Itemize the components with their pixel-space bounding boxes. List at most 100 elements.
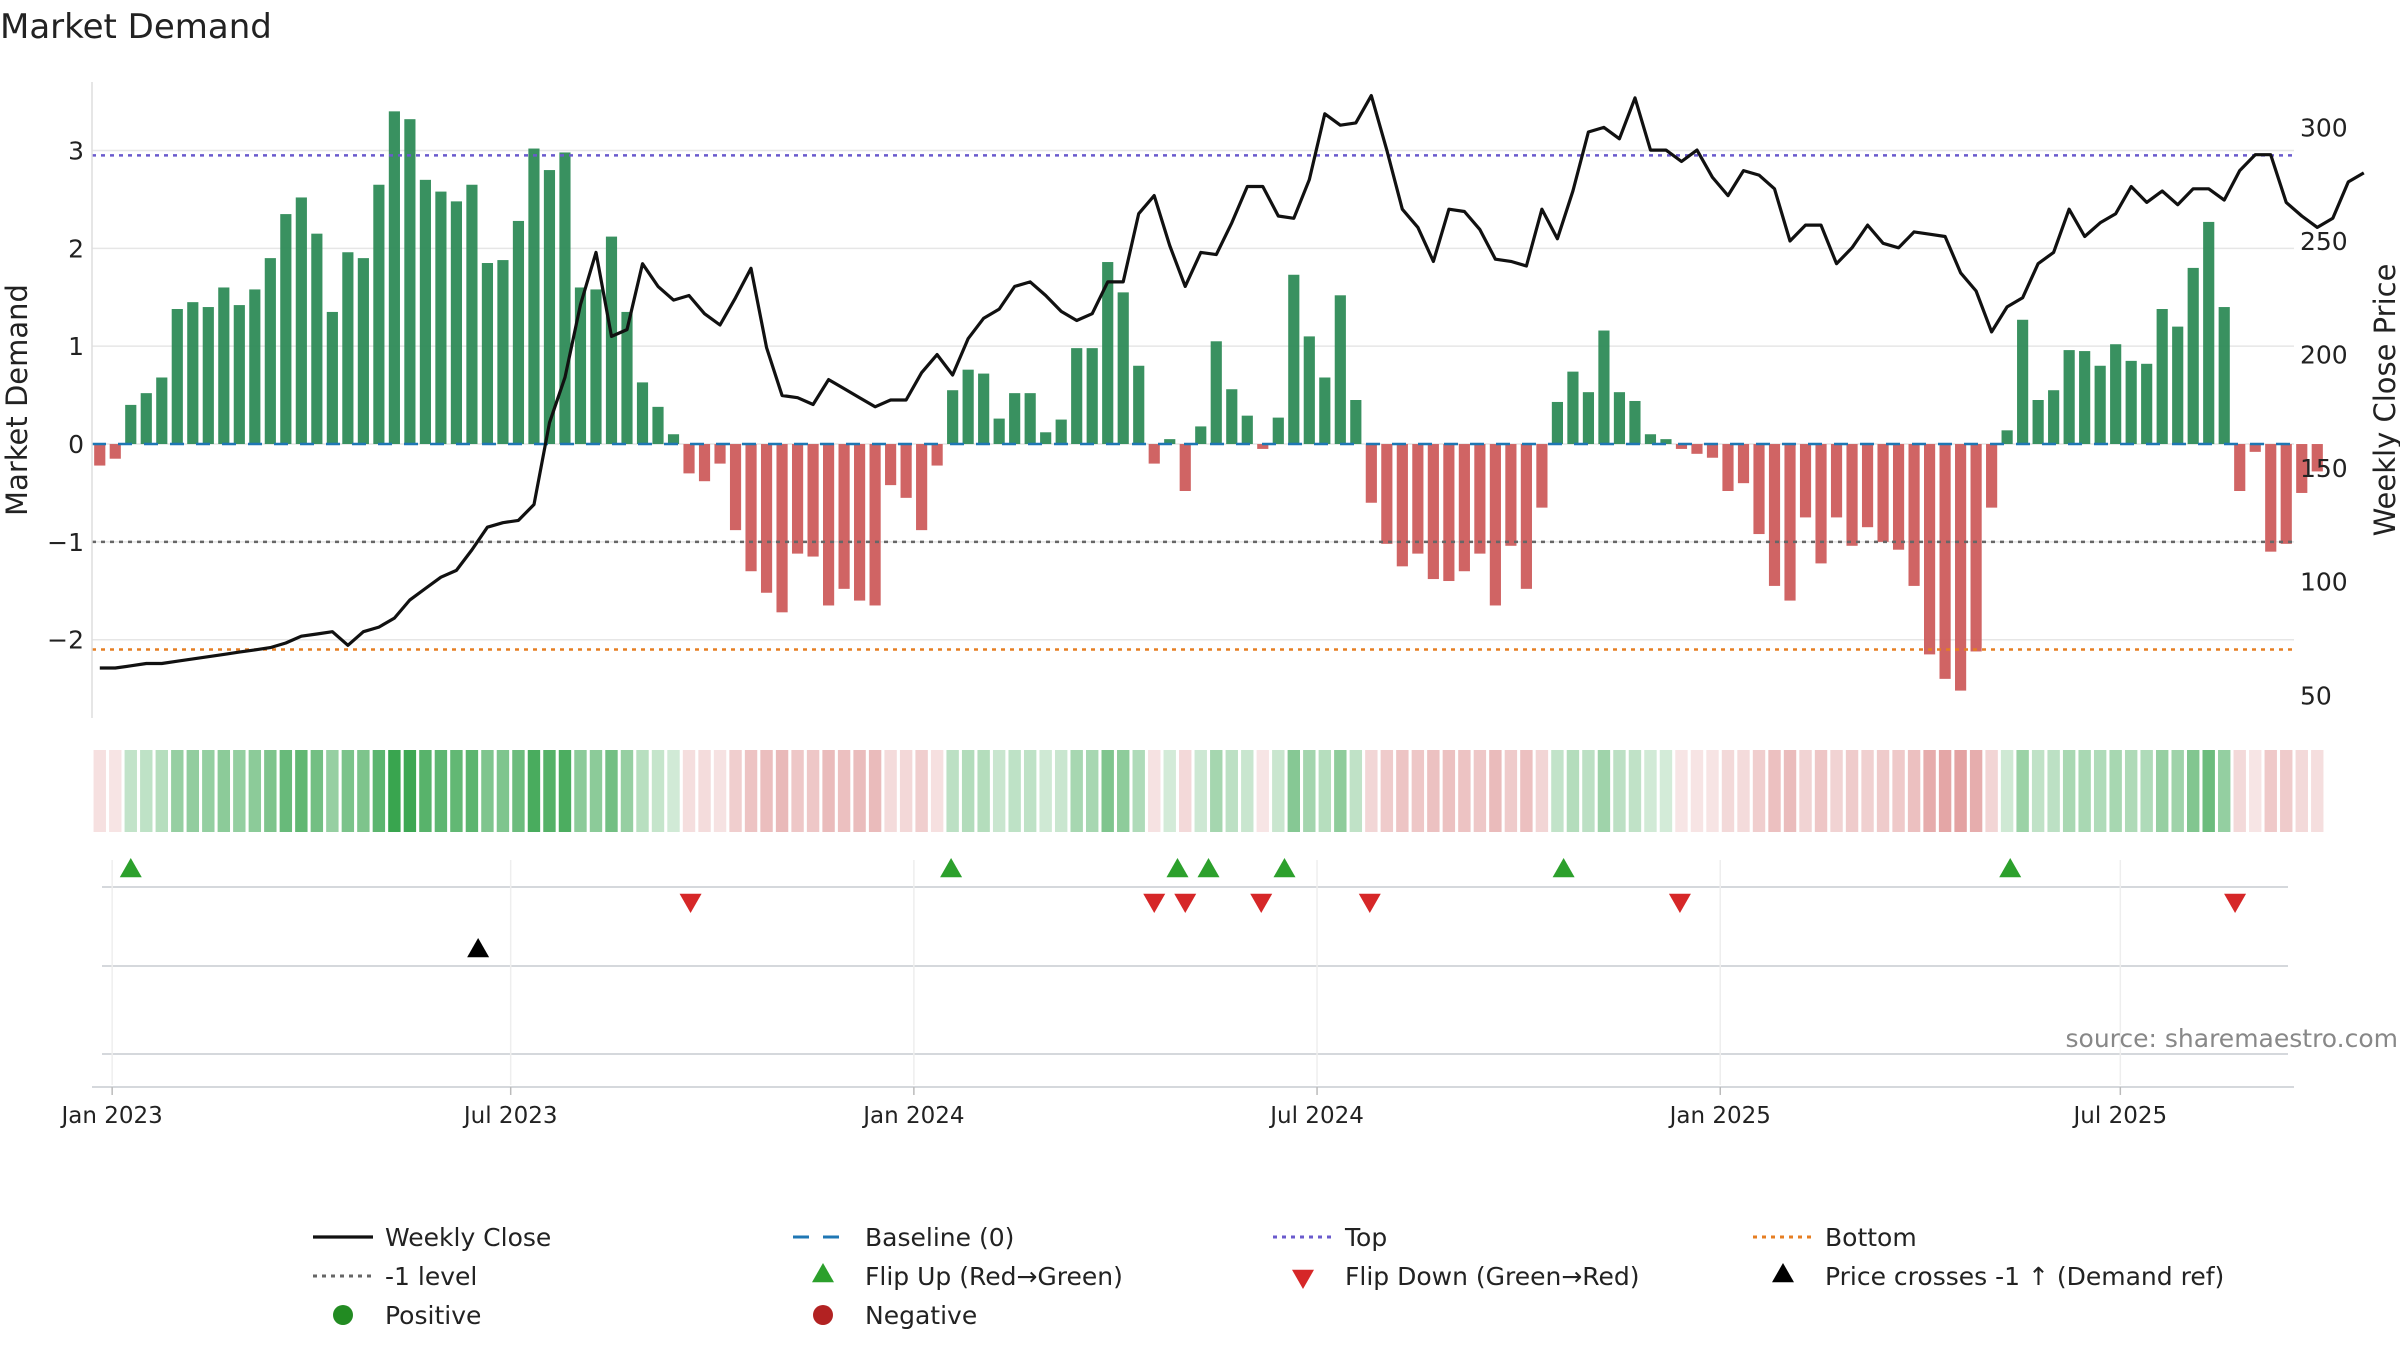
- demand-bar: [202, 307, 214, 445]
- x-tick-label: Jan 2023: [60, 1103, 163, 1129]
- heat-cell: [574, 750, 587, 832]
- demand-bar: [1660, 439, 1672, 445]
- demand-bar: [218, 287, 230, 445]
- heat-cell: [403, 750, 417, 832]
- demand-bar: [1071, 348, 1083, 445]
- chart-title: Market Demand: [0, 7, 272, 47]
- demand-bar: [2156, 309, 2168, 445]
- demand-bar: [125, 404, 137, 445]
- heat-cell: [388, 750, 401, 832]
- demand-bar: [140, 393, 152, 445]
- demand-bar: [1613, 392, 1626, 445]
- legend-item: -1 level: [313, 1262, 477, 1291]
- demand-bar: [1722, 444, 1734, 491]
- demand-bar: [1148, 444, 1160, 464]
- demand-bar: [2172, 326, 2184, 445]
- heat-cell: [1597, 750, 1611, 832]
- heat-cell: [651, 750, 665, 832]
- flip-down-marker: [1174, 893, 1197, 913]
- heat-cell: [2031, 750, 2045, 832]
- heat-cell: [1132, 750, 1145, 832]
- demand-bar: [1350, 400, 1362, 445]
- heat-cell: [450, 750, 463, 832]
- heat-cell: [2016, 750, 2029, 832]
- y-tick-label: −2: [47, 626, 84, 655]
- x-tick-label: Jan 2025: [1668, 1103, 1771, 1129]
- demand-bar: [667, 434, 680, 445]
- legend-swatch-flip-up: [812, 1263, 834, 1283]
- heat-cell: [2249, 750, 2262, 832]
- heat-cell: [1380, 750, 1394, 832]
- legend-item: Flip Down (Green→Red): [1292, 1262, 1640, 1291]
- heat-cell: [1225, 750, 1238, 832]
- heat-cell: [248, 750, 262, 832]
- demand-bar: [249, 289, 261, 445]
- heat-cell: [1830, 750, 1843, 832]
- heat-cell: [1054, 750, 1068, 832]
- heat-cell: [2171, 750, 2184, 832]
- heat-cell: [1582, 750, 1595, 832]
- heat-cell: [1845, 750, 1859, 832]
- demand-bar: [1164, 439, 1176, 445]
- y-tick-label: 0: [68, 430, 84, 459]
- demand-bar: [1536, 444, 1548, 508]
- demand-bar: [1877, 444, 1889, 542]
- legend: Weekly Close Baseline (0) Top Bottom -1 leve…: [313, 1223, 2224, 1330]
- demand-bar: [1861, 444, 1874, 528]
- flip-down-marker: [1143, 893, 1166, 913]
- demand-bar: [791, 444, 804, 554]
- flip-up-marker: [1273, 858, 1296, 878]
- heat-cell: [527, 750, 541, 832]
- demand-bar: [2094, 365, 2106, 445]
- demand-bar: [1102, 262, 1114, 445]
- demand-bar: [233, 305, 245, 445]
- heat-cell: [1287, 750, 1300, 832]
- heat-cell: [372, 750, 386, 832]
- heat-cell: [357, 750, 370, 832]
- heat-cell: [124, 750, 137, 832]
- y2-tick-label: 200: [2300, 341, 2348, 370]
- legend-swatch-positive: [333, 1305, 353, 1325]
- heat-cell: [2202, 750, 2215, 832]
- heat-cell: [2093, 750, 2107, 832]
- demand-bar: [2079, 351, 2091, 445]
- heat-cell: [1473, 750, 1487, 832]
- legend-item: Positive: [333, 1301, 481, 1330]
- demand-bar: [807, 444, 819, 557]
- y-tick-label: 3: [68, 136, 84, 165]
- demand-bar: [1489, 444, 1501, 606]
- heat-cell: [419, 750, 432, 832]
- demand-bar: [435, 191, 447, 445]
- heat-cell: [1737, 750, 1750, 832]
- heat-cell: [264, 750, 277, 832]
- axes: −2 −1 0 1 2 3 50 100 150 200 250 300 Market Demand We…: [0, 82, 2400, 718]
- demand-bar: [2032, 400, 2044, 445]
- heat-cell: [1628, 750, 1642, 832]
- legend-label: Flip Up (Red→Green): [865, 1262, 1123, 1291]
- flip-down-marker: [1250, 893, 1273, 913]
- legend-item: Baseline (0): [793, 1223, 1014, 1252]
- heat-cell: [1721, 750, 1735, 832]
- demand-bar: [1396, 444, 1408, 567]
- demand-bar: [1830, 444, 1843, 518]
- legend-label: -1 level: [385, 1262, 477, 1291]
- demand-bar: [1737, 444, 1750, 484]
- y2-tick-label: 300: [2300, 113, 2348, 142]
- heat-cell: [2000, 750, 2014, 832]
- heat-cell: [1876, 750, 1890, 832]
- demand-bar: [2110, 344, 2122, 445]
- legend-label: Baseline (0): [865, 1223, 1014, 1252]
- heat-cell: [1799, 750, 1812, 832]
- legend-swatch-negative: [813, 1305, 833, 1325]
- demand-bar: [466, 184, 478, 445]
- heat-cell: [1954, 750, 1967, 832]
- demand-bar: [1055, 419, 1067, 445]
- heat-cell: [1241, 750, 1254, 832]
- demand-bar: [528, 148, 540, 445]
- heat-cell: [1303, 750, 1316, 832]
- demand-bar: [1365, 444, 1377, 503]
- demand-bar: [187, 302, 199, 445]
- heat-cell: [543, 750, 556, 832]
- heat-cell: [1768, 750, 1781, 832]
- heat-cell: [1907, 750, 1921, 832]
